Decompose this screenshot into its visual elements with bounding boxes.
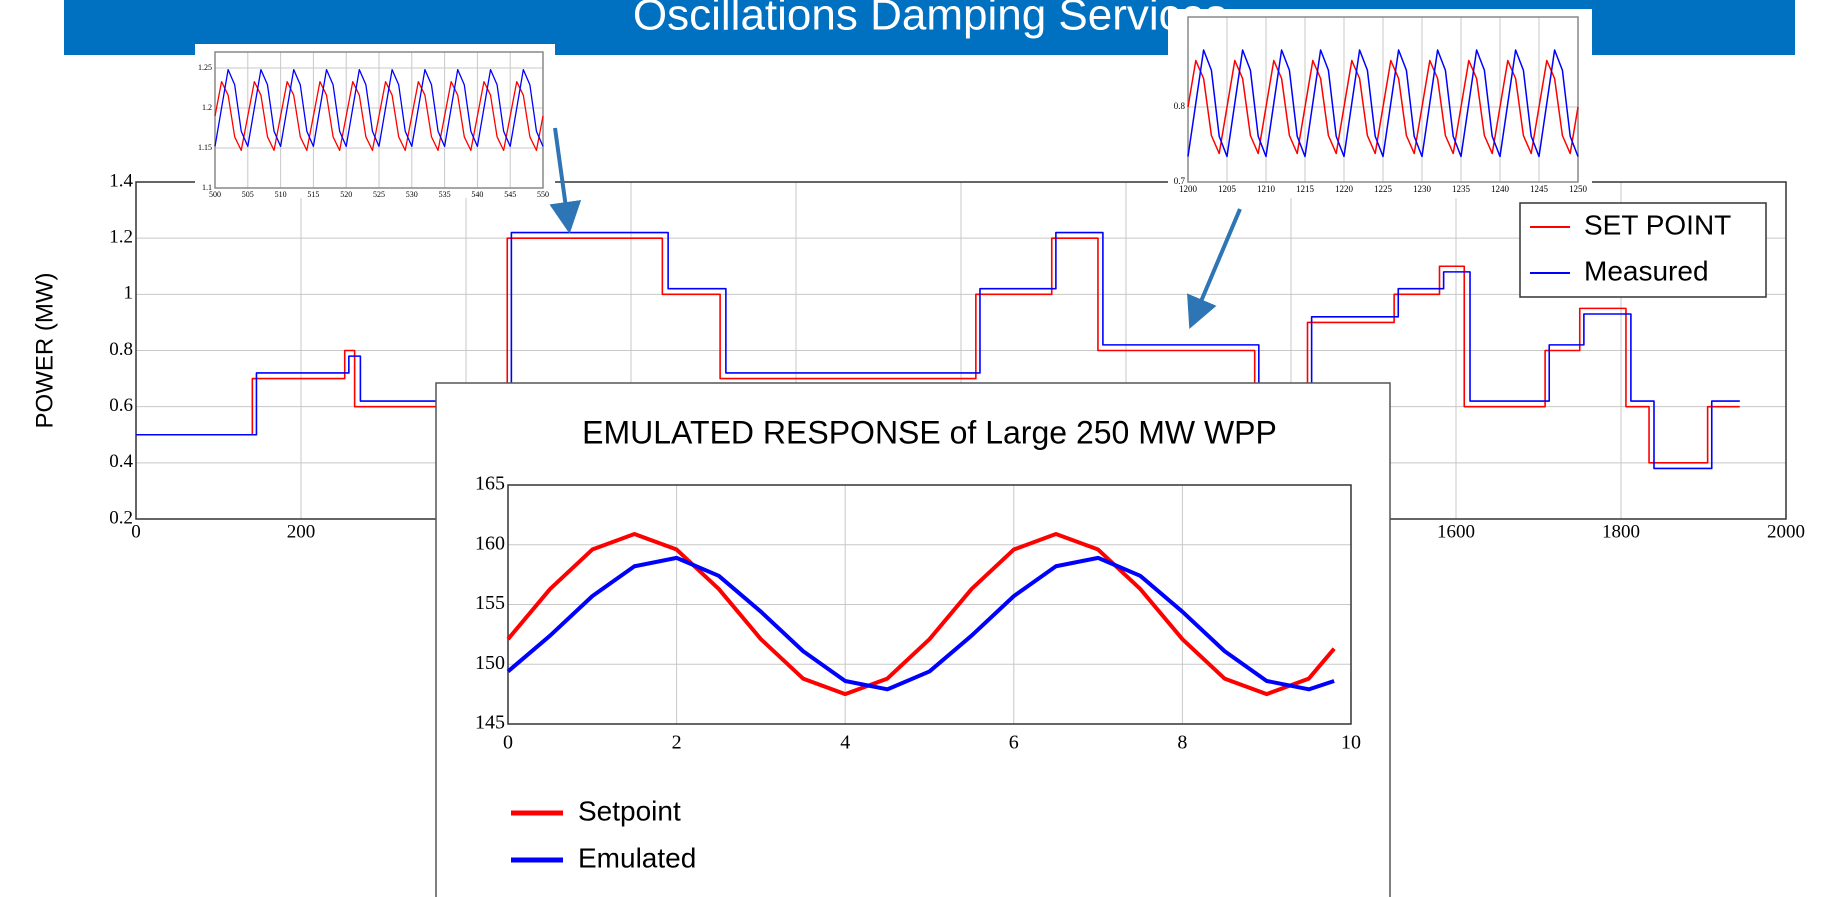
y-tick-label: 0.4 xyxy=(109,451,133,472)
data-line xyxy=(1187,49,1579,158)
x-tick-label: 1250 xyxy=(1569,184,1588,194)
arrow xyxy=(549,127,582,234)
x-tick-label: 2000 xyxy=(1767,521,1805,542)
x-tick-label: 1235 xyxy=(1452,184,1471,194)
x-tick-label: 6 xyxy=(1009,732,1019,754)
x-tick-label: 4 xyxy=(840,732,850,754)
x-tick-label: 1225 xyxy=(1374,184,1393,194)
legend-box xyxy=(1519,202,1767,298)
y-tick-label: 0.8 xyxy=(1174,101,1186,111)
slide-title: Oscillations Damping Services xyxy=(633,0,1227,40)
data-line xyxy=(214,68,544,148)
data-line xyxy=(214,80,544,152)
y-axis-label: POWER (MW) xyxy=(31,273,58,429)
plot-frame xyxy=(507,484,1352,725)
x-tick-label: 550 xyxy=(537,190,549,199)
x-tick-label: 1210 xyxy=(1257,184,1276,194)
x-tick-label: 530 xyxy=(406,190,418,199)
y-tick-label: 0.2 xyxy=(109,507,133,528)
y-tick-label: 1.1 xyxy=(202,183,212,192)
x-tick-label: 535 xyxy=(439,190,451,199)
y-tick-label: 1.25 xyxy=(198,63,212,72)
y-tick-label: 0.6 xyxy=(109,395,133,416)
y-tick-label: 0.8 xyxy=(109,339,133,360)
y-tick-label: 1.2 xyxy=(109,227,133,248)
plot-frame xyxy=(214,51,544,189)
legend-label: Setpoint xyxy=(578,795,681,826)
x-tick-label: 1215 xyxy=(1296,184,1315,194)
x-tick-label: 510 xyxy=(275,190,287,199)
x-tick-label: 1240 xyxy=(1491,184,1510,194)
legend-label: Emulated xyxy=(578,842,696,873)
y-tick-label: 1.15 xyxy=(198,143,212,152)
y-tick-label: 165 xyxy=(475,473,505,495)
x-tick-label: 10 xyxy=(1341,732,1361,754)
y-tick-label: 1 xyxy=(124,283,134,304)
y-tick-label: 150 xyxy=(475,652,505,674)
x-tick-label: 1220 xyxy=(1335,184,1354,194)
data-line xyxy=(506,555,1335,692)
data-line xyxy=(506,531,1336,697)
plot-frame xyxy=(1187,16,1579,183)
y-tick-label: 160 xyxy=(475,532,505,554)
x-tick-label: 200 xyxy=(287,521,316,542)
inset-chart: 500 505 510 515 520 525 530 535 540 545 550 1.1 1.15… xyxy=(198,51,549,199)
x-tick-label: 500 xyxy=(209,190,221,199)
y-tick-label: 145 xyxy=(475,712,505,734)
x-tick-label: 0 xyxy=(503,732,513,754)
legend-label: SET POINT xyxy=(1584,209,1731,240)
x-tick-label: 520 xyxy=(340,190,352,199)
inset-chart: 1200 1205 1210 1215 1220 1225 1230 1235 1240 1245… xyxy=(1174,16,1588,194)
x-tick-label: 1200 xyxy=(1179,184,1198,194)
y-tick-label: 0.7 xyxy=(1174,176,1186,186)
y-tick-label: 1.4 xyxy=(109,170,133,191)
x-tick-label: 0 xyxy=(131,521,141,542)
x-tick-label: 1205 xyxy=(1218,184,1237,194)
emulated-chart: 0 2 4 6 8 10 145 150 155 160 165 EMULATED RESPONSE … xyxy=(475,414,1361,873)
x-tick-label: 2 xyxy=(672,732,682,754)
x-tick-label: 505 xyxy=(242,190,254,199)
x-tick-label: 515 xyxy=(307,190,319,199)
x-tick-label: 525 xyxy=(373,190,385,199)
arrow xyxy=(1187,208,1242,330)
x-tick-label: 1800 xyxy=(1602,521,1640,542)
x-tick-label: 540 xyxy=(471,190,483,199)
legend-label: Measured xyxy=(1584,255,1709,286)
x-tick-label: 1600 xyxy=(1437,521,1475,542)
x-tick-label: 545 xyxy=(504,190,516,199)
y-tick-label: 1.2 xyxy=(202,103,212,112)
x-tick-label: 1230 xyxy=(1413,184,1432,194)
x-tick-label: 8 xyxy=(1177,732,1187,754)
y-tick-label: 155 xyxy=(475,592,505,614)
data-line xyxy=(136,237,1740,464)
x-tick-label: 1245 xyxy=(1530,184,1549,194)
chart-title: EMULATED RESPONSE of Large 250 MW WPP xyxy=(582,414,1277,450)
